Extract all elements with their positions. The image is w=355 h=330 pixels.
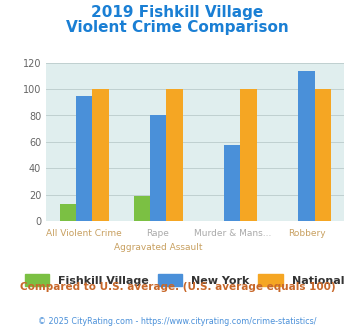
Bar	[60, 204, 76, 221]
Text: Compared to U.S. average. (U.S. average equals 100): Compared to U.S. average. (U.S. average …	[20, 282, 335, 292]
Text: 2019 Fishkill Village: 2019 Fishkill Village	[91, 5, 264, 20]
Bar	[240, 89, 257, 221]
Bar	[315, 89, 331, 221]
Bar	[76, 96, 92, 221]
Text: All Violent Crime: All Violent Crime	[45, 229, 121, 238]
Bar	[166, 89, 183, 221]
Legend: Fishkill Village, New York, National: Fishkill Village, New York, National	[25, 274, 344, 286]
Bar	[92, 89, 109, 221]
Text: Robbery: Robbery	[288, 229, 326, 238]
Text: Murder & Mans...: Murder & Mans...	[194, 229, 271, 238]
Text: Aggravated Assault: Aggravated Assault	[114, 243, 202, 251]
Bar	[134, 196, 150, 221]
Text: © 2025 CityRating.com - https://www.cityrating.com/crime-statistics/: © 2025 CityRating.com - https://www.city…	[38, 317, 317, 326]
Bar	[150, 115, 166, 221]
Bar	[298, 71, 315, 221]
Bar	[224, 145, 240, 221]
Text: Rape: Rape	[147, 229, 169, 238]
Text: Violent Crime Comparison: Violent Crime Comparison	[66, 20, 289, 35]
